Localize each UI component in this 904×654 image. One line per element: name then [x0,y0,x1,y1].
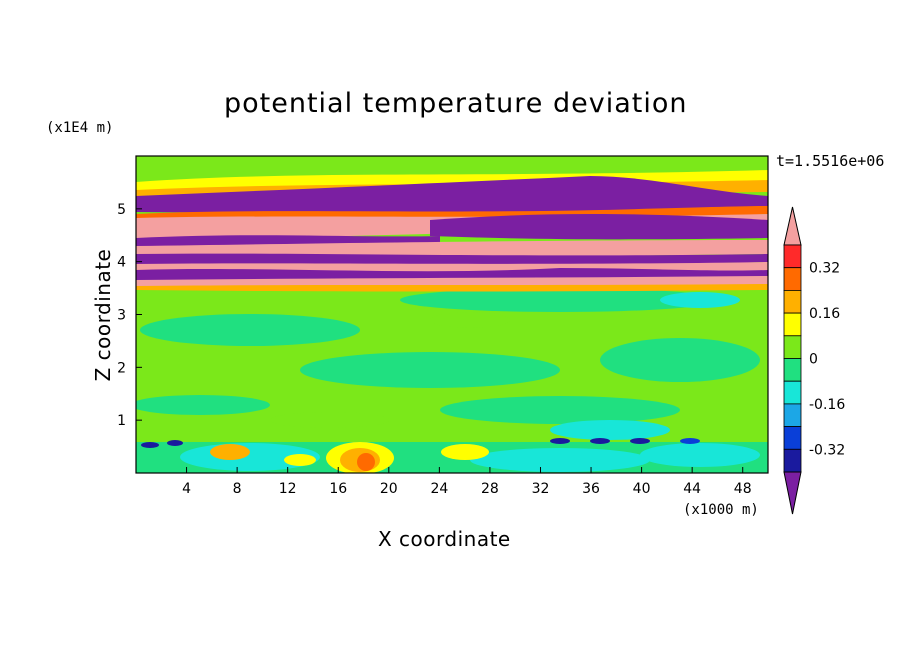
x-tick-label: 16 [329,481,347,497]
x-tick-label: 24 [430,481,448,497]
colorbar-segment [783,267,802,291]
lower-field [136,288,760,440]
colorbar: 0.32 0.16 0 -0.16 -0.32 [783,206,845,515]
x-tick-label: 4 [182,481,191,497]
colorbar-segment [783,289,802,314]
y-ticks: 1 2 3 4 5 [117,202,142,429]
colorbar-segment [783,358,802,382]
colorbar-segment [783,380,802,405]
x-tick-label: 28 [481,481,499,497]
x-tick-label: 40 [633,481,651,497]
upper-layers [136,156,768,292]
x-tick-label: 48 [734,481,752,497]
x-tick-label: 44 [683,481,701,497]
boundary-layer [136,438,768,473]
colorbar-extend-min [783,471,802,515]
y-tick-label: 1 [117,413,126,429]
y-unit-label: (x1E4 m) [46,120,114,136]
y-tick-label: 5 [117,202,126,218]
colorbar-segment [783,244,802,269]
colorbar-label: 0.32 [809,261,840,277]
x-ticks: 4 8 12 16 20 24 28 32 36 40 44 48 [182,467,752,497]
x-tick-label: 12 [279,481,297,497]
colorbar-label: -0.32 [809,442,845,458]
contour-field [136,156,768,473]
x-tick-label: 36 [582,481,600,497]
colorbar-label: -0.16 [809,397,845,413]
x-unit-label: (x1000 m) [683,502,759,518]
y-tick-label: 4 [117,255,126,271]
x-tick-label: 8 [233,481,242,497]
colorbar-segment [783,312,802,337]
time-label: t=1.5516e+06 [776,152,885,170]
x-axis-title: X coordinate [378,527,511,551]
x-tick-label: 32 [532,481,550,497]
colorbar-segment [783,335,802,359]
y-tick-label: 3 [117,308,126,324]
y-tick-label: 2 [117,360,126,376]
colorbar-extend-max [783,206,802,246]
colorbar-segment [783,403,802,427]
colorbar-segment [783,448,802,473]
x-tick-label: 20 [380,481,398,497]
colorbar-label: 0.16 [809,306,840,322]
colorbar-label: 0 [809,352,818,368]
colorbar-segment [783,426,802,450]
chart-title: potential temperature deviation [224,88,688,119]
